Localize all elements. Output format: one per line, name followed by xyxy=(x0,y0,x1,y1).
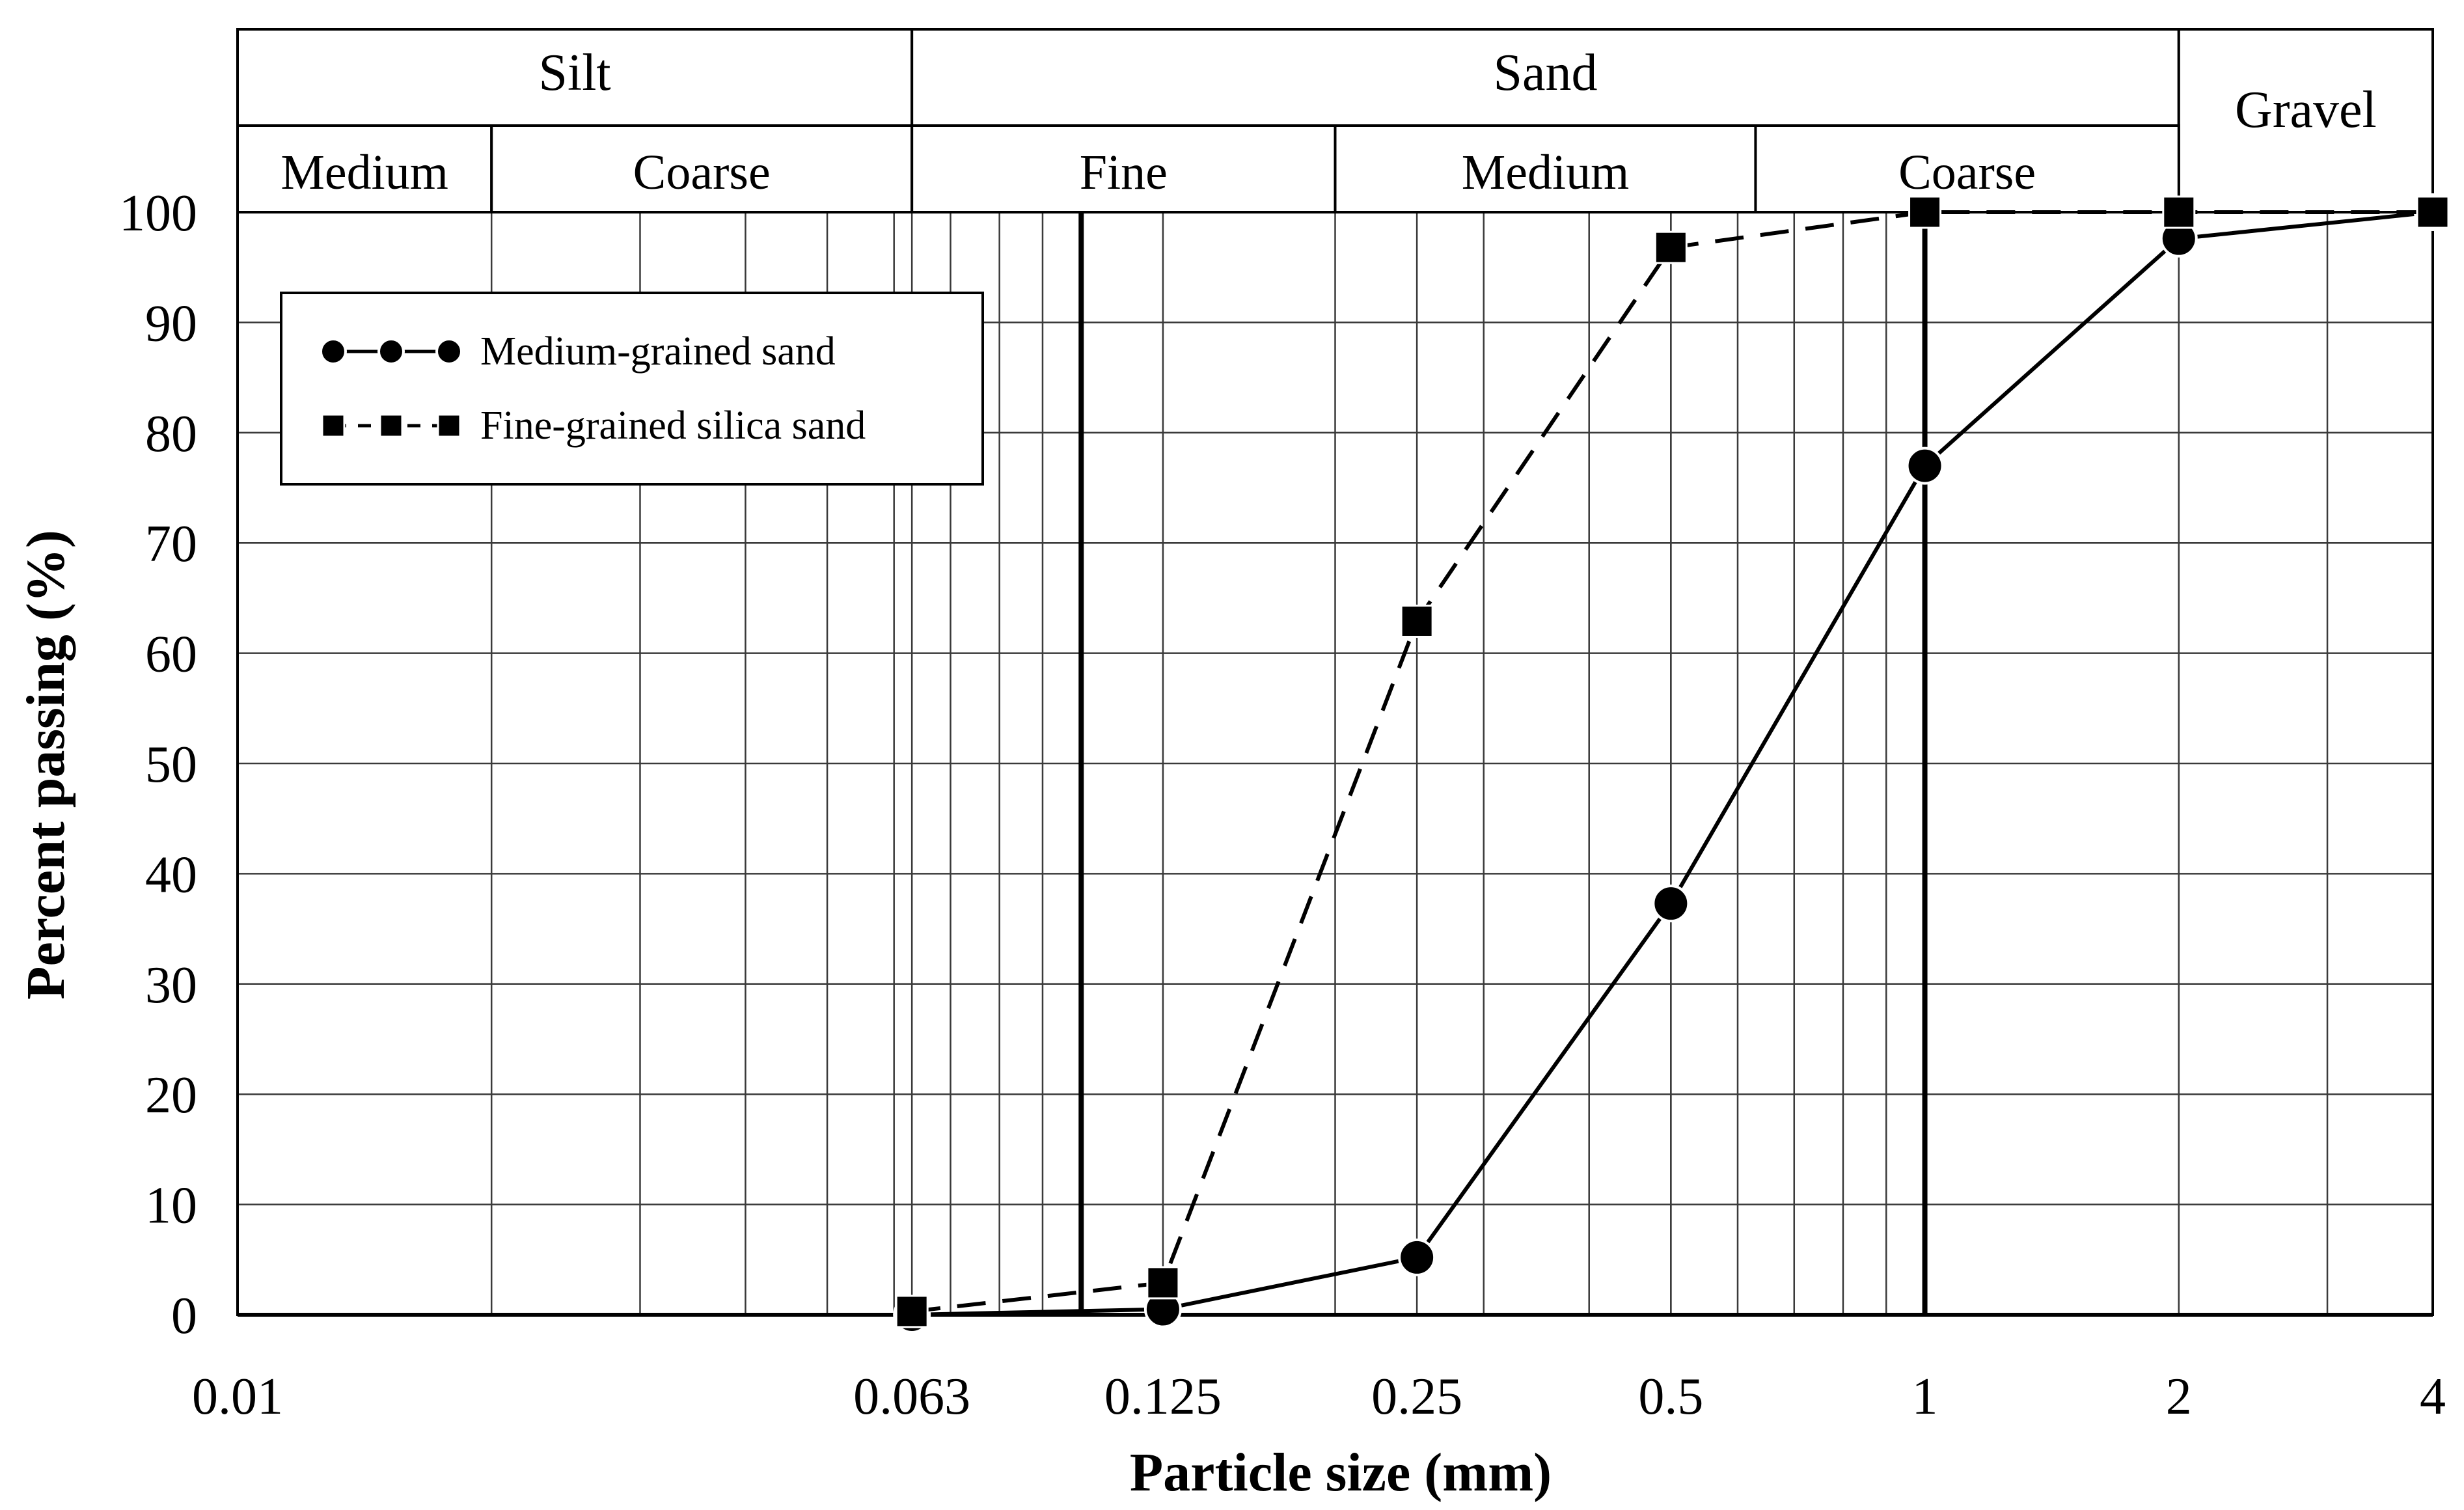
data-point-circle xyxy=(1652,885,1690,923)
x-tick-label: 0.25 xyxy=(1371,1368,1462,1425)
y-tick-label: 50 xyxy=(145,736,197,793)
header-label: Sand xyxy=(1493,44,1597,102)
x-tick-label: 0.063 xyxy=(853,1368,970,1425)
header-subcell xyxy=(1334,124,1757,213)
y-tick-label: 90 xyxy=(145,295,197,352)
data-point-circle xyxy=(1906,446,1944,485)
header-label: Gravel xyxy=(2235,81,2377,139)
legend-box xyxy=(280,292,984,486)
data-point-square xyxy=(1654,230,1688,264)
axes: 0 10 20 30 40 50 60 70 80 90 100 0.01 0.063 0.125 0.25… xyxy=(119,185,2446,1425)
data-point-square xyxy=(1400,604,1434,638)
x-tick-label: 4 xyxy=(2420,1368,2446,1425)
header-sublabel: Coarse xyxy=(633,145,771,200)
x-tick-label: 0.5 xyxy=(1638,1368,1703,1425)
x-tick-label: 1 xyxy=(1912,1368,1938,1425)
header-cell xyxy=(236,28,914,127)
soil-classification-header: Silt Sand Gravel Medium Coarse Fine Medium Coar… xyxy=(236,28,2435,213)
y-tick-label: 10 xyxy=(145,1177,197,1235)
class-boundary-lines xyxy=(1078,212,1928,1315)
x-axis-title: Particle size (mm) xyxy=(1130,1442,1552,1503)
legend: Medium-grained sand Fine-grained silica … xyxy=(280,292,984,486)
header-sublabel: Coarse xyxy=(1898,145,2036,200)
data-point-square xyxy=(2416,195,2450,229)
y-tick-label: 80 xyxy=(145,405,197,463)
header-label: Silt xyxy=(538,44,610,102)
legend-marker xyxy=(379,413,404,438)
data-point-circle xyxy=(1398,1238,1436,1276)
x-tick-label: 2 xyxy=(2166,1368,2192,1425)
legend-marker xyxy=(320,338,347,365)
y-tick-label: 100 xyxy=(119,185,197,242)
legend-marker xyxy=(435,338,463,365)
header-subcell xyxy=(1754,124,2180,213)
y-tick-label: 70 xyxy=(145,515,197,573)
series-line-fine-grained-silica-sand xyxy=(911,210,2433,1313)
y-tick-label: 30 xyxy=(145,957,197,1014)
data-point-square xyxy=(2162,195,2196,229)
y-tick-label: 60 xyxy=(145,626,197,683)
y-tick-label: 40 xyxy=(145,846,197,903)
data-series xyxy=(893,193,2452,1334)
header-sublabel: Medium xyxy=(1462,145,1630,200)
legend-entry-fine-grained-silica-sand xyxy=(321,413,461,438)
legend-marker xyxy=(437,413,461,438)
legend-marker xyxy=(321,413,346,438)
header-sublabel: Fine xyxy=(1080,145,1168,200)
header-cell xyxy=(2177,28,2435,213)
data-point-square xyxy=(895,1295,929,1328)
legend-label-medium-grained-sand: Medium-grained sand xyxy=(480,329,836,374)
y-tick-label: 0 xyxy=(171,1287,197,1345)
y-tick-label: 20 xyxy=(145,1067,197,1124)
legend-marker xyxy=(377,338,405,365)
y-axis-title: Percent passing (%) xyxy=(16,530,76,1000)
data-point-square xyxy=(1146,1266,1180,1300)
legend-label-fine-grained-silica-sand: Fine-grained silica sand xyxy=(480,404,866,448)
data-point-square xyxy=(1908,195,1942,229)
x-tick-label: 0.125 xyxy=(1104,1368,1222,1425)
x-tick-label: 0.01 xyxy=(192,1368,283,1425)
header-subcell xyxy=(490,124,914,213)
header-sublabel: Medium xyxy=(281,145,448,200)
legend-entry-medium-grained-sand xyxy=(320,338,463,365)
